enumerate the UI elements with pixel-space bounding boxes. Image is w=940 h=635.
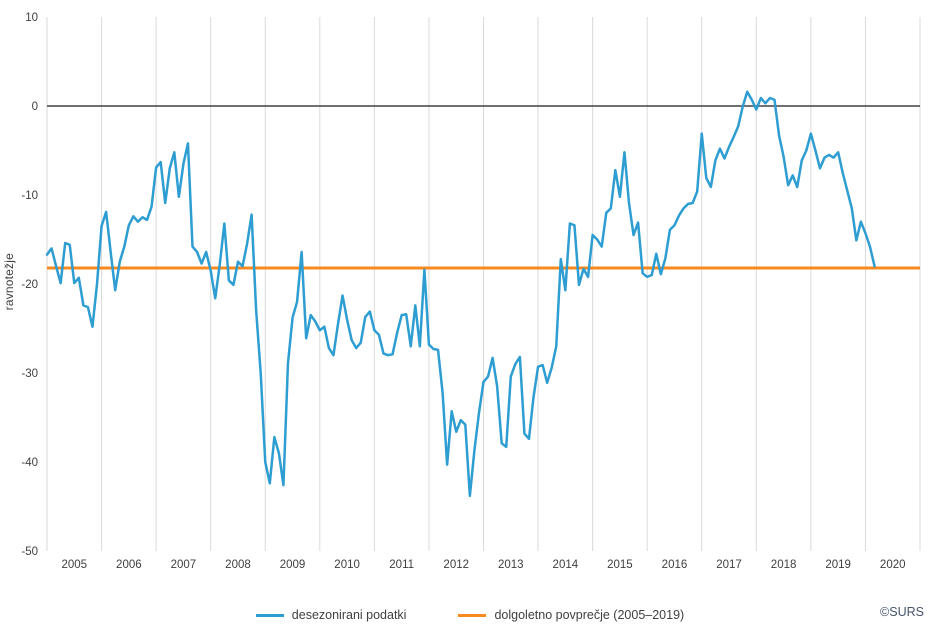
x-tick-label: 2010 (334, 559, 360, 571)
x-tick-label: 2019 (825, 559, 851, 571)
average-line-swatch (458, 613, 487, 617)
x-tick-label: 2007 (171, 559, 197, 571)
x-tick-label: 2005 (61, 559, 87, 571)
y-tick-label: -30 (21, 368, 38, 380)
legend-label-average: dolgoletno povprečje (2005–2019) (494, 608, 685, 622)
data-line-seasonally-adjusted (45, 90, 876, 498)
x-tick-label: 2016 (662, 559, 688, 571)
x-tick-label: 2014 (553, 559, 579, 571)
y-tick-label: -50 (21, 546, 38, 558)
legend-item-seasonally-adjusted: desezonirani podatki (255, 608, 407, 622)
x-tick-label: 2008 (225, 559, 251, 571)
legend-row: desezonirani podatki dolgoletno povprečj… (0, 603, 940, 627)
legend-label-seasonally-adjusted: desezonirani podatki (291, 608, 407, 622)
y-tick-label: 0 (32, 101, 38, 113)
x-tick-label: 2009 (280, 559, 306, 571)
x-tick-label: 2006 (116, 559, 142, 571)
legend-item-average: dolgoletno povprečje (2005–2019) (458, 608, 684, 622)
y-tick-label: 10 (25, 12, 38, 24)
legend: desezonirani podatki dolgoletno povprečj… (0, 603, 940, 627)
x-tick-label: 2013 (498, 559, 524, 571)
y-tick-label: -20 (21, 279, 38, 291)
x-tick-label: 2018 (771, 559, 797, 571)
y-tick-label: -10 (21, 190, 38, 202)
series-line-swatch (255, 613, 284, 617)
x-tick-label: 2011 (389, 559, 414, 571)
x-tick-label: 2012 (443, 559, 469, 571)
x-tick-label: 2015 (607, 559, 633, 571)
source-credit: ©SURS (880, 605, 924, 619)
y-tick-label: -40 (21, 457, 38, 469)
x-tick-label: 2017 (716, 559, 742, 571)
plot-area: 10 0 -10 -20 -30 -40 -50 2005 2006 2007 2008 2009 20… (21, 12, 921, 571)
x-tick-label: 2020 (880, 559, 906, 571)
